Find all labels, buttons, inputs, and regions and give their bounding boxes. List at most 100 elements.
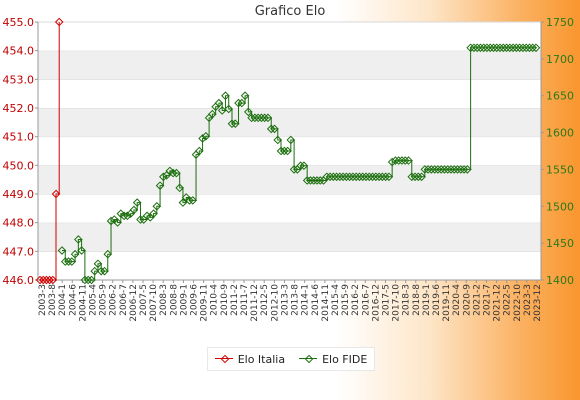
x-tick-label: 2007-5 — [139, 284, 149, 316]
series-point — [518, 43, 528, 53]
series-point — [329, 172, 338, 182]
x-tick-label: 2011-7 — [240, 284, 250, 316]
series-point — [361, 172, 371, 182]
chart-title: Grafico Elo — [254, 4, 326, 19]
series-point — [358, 172, 368, 182]
series-point — [348, 172, 358, 182]
series-point — [525, 43, 534, 53]
grid-band — [38, 22, 541, 51]
series-point — [35, 275, 45, 285]
x-tick-label: 2006-12 — [129, 284, 139, 322]
legend-swatch-fide — [299, 354, 318, 364]
series-point — [531, 43, 541, 53]
series-point — [175, 183, 184, 193]
series-point — [479, 43, 489, 53]
left-tick-label: 446.0 — [3, 274, 35, 287]
series-point — [453, 165, 462, 174]
series-point — [250, 113, 260, 123]
left-tick-label: 449.0 — [3, 188, 35, 201]
series-point — [423, 165, 433, 174]
series-point — [446, 165, 456, 174]
series-elo-italia — [35, 17, 64, 285]
series-point — [407, 172, 417, 182]
series-point — [335, 172, 345, 182]
series-point — [100, 266, 109, 276]
series-point — [315, 176, 325, 185]
series-point — [168, 168, 178, 178]
x-tick-label: 2014-1 — [301, 284, 311, 316]
x-tick-label: 2020-4 — [452, 284, 462, 316]
legend-label-italia: Elo Italia — [237, 352, 286, 366]
series-point — [515, 43, 524, 53]
x-tick-label: 2019-11 — [442, 284, 452, 322]
series-point — [221, 91, 230, 101]
left-axis-ticks: 446.0 447.0 448.0 449.0 450.0 451.0 452.0 453.0… — [3, 16, 38, 287]
series-point — [371, 172, 381, 182]
x-tick-label: 2012-5 — [260, 284, 270, 316]
series-point — [60, 257, 70, 266]
series-point — [338, 172, 348, 182]
left-tick-label: 447.0 — [3, 245, 35, 258]
grid-band — [38, 251, 541, 280]
series-point — [394, 156, 404, 165]
series-point — [440, 165, 449, 174]
x-tick-label: 2004-6 — [68, 284, 78, 316]
series-point — [384, 172, 394, 182]
left-tick-label: 452.0 — [3, 102, 35, 115]
x-tick-label: 2005-4 — [89, 284, 99, 316]
series-point — [93, 259, 103, 269]
grid-band — [38, 50, 541, 80]
series-point — [400, 156, 410, 165]
x-tick-label: 2017-10 — [392, 284, 402, 322]
series-point — [234, 98, 243, 108]
x-tick-label: 2008-8 — [169, 284, 179, 316]
left-tick-label: 455.0 — [3, 16, 35, 29]
series-point — [70, 249, 80, 259]
x-tick-label: 2013-3 — [280, 284, 290, 316]
series-point — [397, 156, 407, 165]
series-point — [420, 165, 430, 174]
series-point — [48, 275, 58, 285]
series-point — [391, 156, 400, 165]
x-tick-label: 2010-9 — [220, 284, 230, 316]
series-point — [87, 275, 96, 285]
x-tick-label: 2010-4 — [210, 284, 220, 316]
series-point — [198, 134, 207, 143]
x-tick-label: 2017-5 — [381, 284, 391, 316]
series-point — [74, 235, 83, 244]
series-point — [208, 109, 217, 119]
series-point — [273, 135, 283, 145]
series-point — [459, 165, 469, 174]
x-tick-label: 2011-2 — [230, 284, 240, 316]
series-point — [90, 266, 99, 276]
series-point — [283, 146, 292, 156]
grid-band — [38, 194, 541, 223]
x-tick-label: 2004-1 — [58, 284, 68, 316]
series-point — [325, 172, 335, 182]
right-tick-label: 1550 — [546, 163, 574, 176]
series-point — [299, 161, 309, 171]
series-point — [482, 43, 492, 53]
x-tick-label: 2009-1 — [179, 284, 189, 316]
x-tick-label: 2021-2 — [472, 284, 482, 316]
series-point — [129, 205, 139, 215]
series-point — [414, 172, 423, 182]
series-point — [217, 106, 227, 115]
series-point — [289, 165, 299, 174]
series-point — [485, 43, 495, 53]
series-point — [103, 249, 113, 259]
x-tick-label: 2005-9 — [99, 284, 109, 316]
series-point — [443, 165, 453, 174]
x-tick-label: 2023-12 — [533, 284, 543, 322]
series-point — [378, 172, 387, 182]
series-point — [433, 165, 443, 174]
series-point — [449, 165, 459, 174]
series-point — [430, 165, 439, 174]
series-point — [64, 257, 73, 266]
series-point — [227, 119, 237, 129]
series-point — [368, 172, 377, 182]
series-point — [505, 43, 515, 53]
series-point — [364, 172, 374, 182]
x-tick-label: 2016-2 — [351, 284, 361, 316]
